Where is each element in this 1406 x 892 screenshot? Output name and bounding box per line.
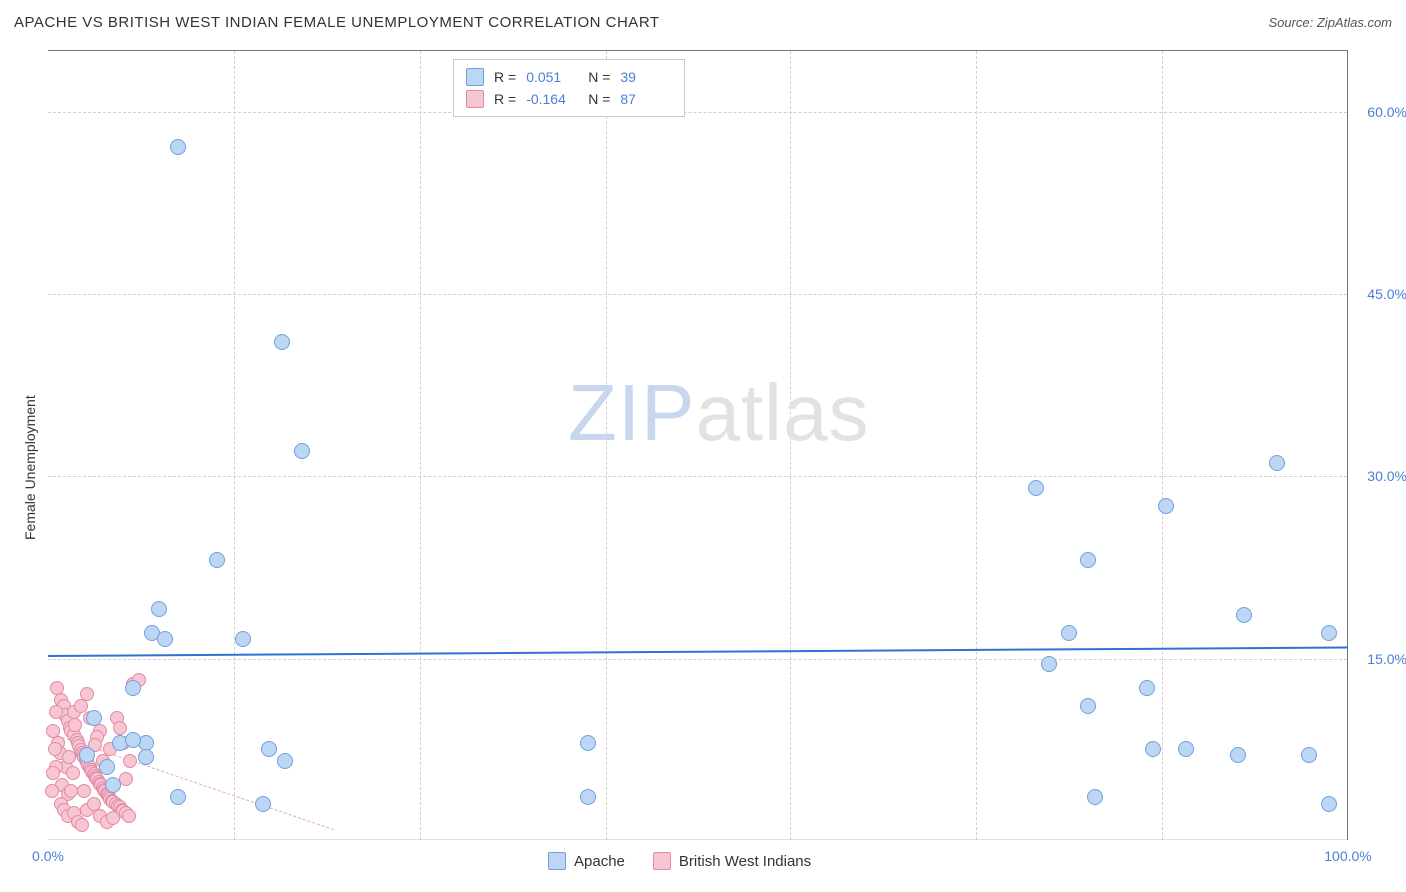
y-tick-label: 15.0%	[1352, 651, 1406, 667]
r-label: R =	[494, 91, 516, 107]
legend-item-apache: Apache	[548, 852, 625, 870]
apache-point	[151, 601, 167, 617]
gridline-horizontal	[48, 112, 1347, 113]
y-tick-label: 45.0%	[1352, 286, 1406, 302]
series-swatch-icon	[466, 90, 484, 108]
gridline-vertical	[1162, 51, 1163, 840]
series-swatch-icon	[466, 68, 484, 86]
legend-label: British West Indians	[679, 853, 811, 870]
apache-point	[1061, 625, 1077, 641]
apache-point	[1301, 747, 1317, 763]
x-tick-label: 100.0%	[1324, 848, 1371, 864]
gridline-vertical	[606, 51, 607, 840]
bwi-point	[45, 784, 59, 798]
apache-point	[580, 735, 596, 751]
watermark: ZIPatlas	[568, 367, 869, 459]
series-swatch-icon	[653, 852, 671, 870]
apache-point	[1158, 498, 1174, 514]
apache-point	[1139, 680, 1155, 696]
apache-point	[580, 789, 596, 805]
bwi-point	[68, 718, 82, 732]
apache-point	[1321, 625, 1337, 641]
n-value: 39	[620, 69, 672, 85]
gridline-vertical	[790, 51, 791, 840]
y-tick-label: 60.0%	[1352, 104, 1406, 120]
apache-point	[1028, 480, 1044, 496]
bwi-point	[74, 699, 88, 713]
gridline-vertical	[234, 51, 235, 840]
legend-label: Apache	[574, 853, 625, 870]
source-attribution: Source: ZipAtlas.com	[1268, 15, 1392, 30]
n-label: N =	[588, 91, 610, 107]
chart-header: APACHE VS BRITISH WEST INDIAN FEMALE UNE…	[0, 0, 1406, 44]
apache-point	[105, 777, 121, 793]
apache-point	[255, 796, 271, 812]
bwi-point	[49, 705, 63, 719]
scatter-plot-area: 15.0%30.0%45.0%60.0%0.0%100.0%ZIPatlasR …	[48, 50, 1348, 840]
bwi-point	[48, 742, 62, 756]
apache-point	[79, 747, 95, 763]
y-tick-label: 30.0%	[1352, 468, 1406, 484]
series-legend: Apache British West Indians	[548, 852, 811, 870]
bwi-point	[75, 818, 89, 832]
apache-point	[125, 732, 141, 748]
series-swatch-icon	[548, 852, 566, 870]
bwi-point	[122, 809, 136, 823]
apache-point	[170, 139, 186, 155]
bwi-point	[80, 687, 94, 701]
bwi-point	[46, 724, 60, 738]
x-axis-baseline	[48, 839, 1347, 840]
r-label: R =	[494, 69, 516, 85]
gridline-horizontal	[48, 659, 1347, 660]
bwi-point	[62, 750, 76, 764]
correlation-row-apache: R = 0.051 N = 39	[466, 66, 672, 88]
gridline-vertical	[420, 51, 421, 840]
apache-point	[1178, 741, 1194, 757]
apache-point	[261, 741, 277, 757]
apache-point	[99, 759, 115, 775]
apache-point	[1269, 455, 1285, 471]
apache-point	[1087, 789, 1103, 805]
r-value: 0.051	[526, 69, 578, 85]
bwi-point	[77, 784, 91, 798]
bwi-point	[113, 721, 127, 735]
apache-point	[1080, 698, 1096, 714]
chart-title: APACHE VS BRITISH WEST INDIAN FEMALE UNE…	[14, 14, 660, 31]
gridline-horizontal	[48, 294, 1347, 295]
bwi-point	[119, 772, 133, 786]
apache-point	[170, 789, 186, 805]
apache-point	[209, 552, 225, 568]
apache-point	[274, 334, 290, 350]
bwi-point	[106, 811, 120, 825]
bwi-point	[64, 784, 78, 798]
bwi-point	[123, 754, 137, 768]
apache-point	[138, 749, 154, 765]
apache-point	[235, 631, 251, 647]
apache-point	[1041, 656, 1057, 672]
bwi-point	[66, 766, 80, 780]
y-axis-label: Female Unemployment	[22, 395, 38, 540]
correlation-row-bwi: R = -0.164 N = 87	[466, 88, 672, 110]
n-value: 87	[620, 91, 672, 107]
apache-point	[86, 710, 102, 726]
apache-point	[1080, 552, 1096, 568]
bwi-point	[46, 766, 60, 780]
legend-item-bwi: British West Indians	[653, 852, 811, 870]
apache-point	[1321, 796, 1337, 812]
apache-point	[1236, 607, 1252, 623]
apache-point	[125, 680, 141, 696]
correlation-legend: R = 0.051 N = 39 R = -0.164 N = 87	[453, 59, 685, 117]
apache-point	[1145, 741, 1161, 757]
apache-point	[277, 753, 293, 769]
r-value: -0.164	[526, 91, 578, 107]
n-label: N =	[588, 69, 610, 85]
gridline-vertical	[976, 51, 977, 840]
gridline-horizontal	[48, 476, 1347, 477]
apache-point	[157, 631, 173, 647]
apache-point	[294, 443, 310, 459]
apache-point	[1230, 747, 1246, 763]
x-tick-label: 0.0%	[32, 848, 64, 864]
apache-trendline	[48, 647, 1348, 658]
